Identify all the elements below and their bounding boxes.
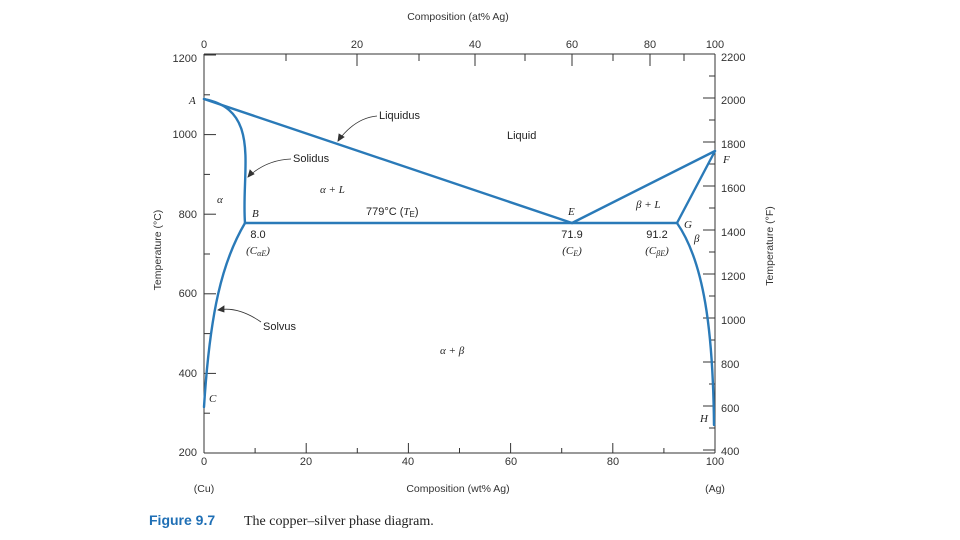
left-tick-labels: 200 400 600 800 1000 1200 xyxy=(173,53,197,459)
right-tick-1200: 1200 xyxy=(721,271,745,283)
bottom-tick-80: 80 xyxy=(607,456,619,468)
bottom-tick-0: 0 xyxy=(201,456,207,468)
solidus-leader xyxy=(247,158,292,178)
bottom-tick-100: 100 xyxy=(706,456,724,468)
liquidus-label: Liquidus xyxy=(379,110,420,122)
top-tick-100: 100 xyxy=(706,39,724,51)
c-alpha-e-value: 8.0 xyxy=(250,229,265,241)
solvus-label: Solvus xyxy=(263,321,297,333)
top-tick-labels: 0 20 40 60 80 100 xyxy=(201,39,724,51)
right-tick-1400: 1400 xyxy=(721,227,745,239)
left-tick-600: 600 xyxy=(179,288,197,300)
beta-region-label: β xyxy=(693,233,700,245)
solidus-left-curve xyxy=(202,97,247,225)
alpha-beta-region-label: α + β xyxy=(440,345,465,357)
right-tick-labels: 400 600 800 1000 1200 1400 1600 1800 200… xyxy=(721,52,745,458)
right-axis-title: Temperature (°F) xyxy=(764,206,776,285)
c-alpha-e-symbol: (CαE) xyxy=(246,245,270,258)
figure-caption: The copper–silver phase diagram. xyxy=(244,514,434,529)
figure-number: Figure 9.7 xyxy=(149,512,215,528)
bottom-axis-title: Composition (wt% Ag) xyxy=(406,483,509,495)
point-h-label: H xyxy=(699,413,709,425)
bottom-tick-20: 20 xyxy=(300,456,312,468)
point-c-label: C xyxy=(209,393,217,405)
left-axis-title: Temperature (°C) xyxy=(152,210,164,291)
right-tick-400: 400 xyxy=(721,446,739,458)
point-f-label: F xyxy=(722,154,730,166)
top-tick-80: 80 xyxy=(644,39,656,51)
bottom-tick-labels: 0 20 40 60 80 100 xyxy=(201,456,724,468)
point-g-label: G xyxy=(684,219,692,231)
right-tick-1000: 1000 xyxy=(721,315,745,327)
liquid-region-label: Liquid xyxy=(507,130,536,142)
alpha-region-label: α xyxy=(217,194,223,206)
right-tick-2000: 2000 xyxy=(721,95,745,107)
top-tick-60: 60 xyxy=(566,39,578,51)
c-beta-e-symbol: (CβE) xyxy=(645,245,669,258)
c-beta-e-value: 91.2 xyxy=(646,229,667,241)
left-tick-200: 200 xyxy=(179,447,197,459)
top-tick-40: 40 xyxy=(469,39,481,51)
liquidus-arrowhead xyxy=(337,133,345,142)
solvus-leader xyxy=(217,308,262,323)
top-tick-0: 0 xyxy=(201,39,207,51)
solvus-left-curve xyxy=(202,221,247,409)
axes-frame xyxy=(203,53,716,454)
c-e-value: 71.9 xyxy=(561,229,582,241)
solidus-arrowhead xyxy=(247,169,255,178)
point-a-label: A xyxy=(188,95,196,107)
left-tick-1000: 1000 xyxy=(173,129,197,141)
right-tick-2200: 2200 xyxy=(721,52,745,64)
point-e-label: E xyxy=(567,206,575,218)
solvus-right-curve xyxy=(675,221,716,427)
solvus-arrowhead xyxy=(217,305,225,313)
bottom-tick-40: 40 xyxy=(402,456,414,468)
alpha-liquid-region-label: α + L xyxy=(320,184,345,196)
solidus-label: Solidus xyxy=(293,153,330,165)
eutectic-temperature-label: 779°C (TE) xyxy=(366,206,419,219)
top-axis-title: Composition (at% Ag) xyxy=(407,11,509,23)
liquidus-right-line xyxy=(570,149,717,225)
solidus-right-line xyxy=(675,149,717,225)
left-tick-800: 800 xyxy=(179,209,197,221)
leader-lines xyxy=(217,115,378,323)
phase-boundaries xyxy=(202,97,717,427)
right-tick-1800: 1800 xyxy=(721,139,745,151)
right-tick-1600: 1600 xyxy=(721,183,745,195)
right-tick-800: 800 xyxy=(721,359,739,371)
left-tick-1200: 1200 xyxy=(173,53,197,65)
left-tick-400: 400 xyxy=(179,368,197,380)
ag-end-label: (Ag) xyxy=(705,483,725,495)
beta-liquid-region-label: β + L xyxy=(635,199,661,211)
c-e-symbol: (CE) xyxy=(562,245,582,258)
right-tick-600: 600 xyxy=(721,403,739,415)
bottom-tick-60: 60 xyxy=(505,456,517,468)
top-tick-20: 20 xyxy=(351,39,363,51)
axis-ticks xyxy=(203,53,716,454)
cu-end-label: (Cu) xyxy=(194,483,214,495)
liquidus-left-line xyxy=(202,97,574,225)
point-b-label: B xyxy=(252,208,259,220)
